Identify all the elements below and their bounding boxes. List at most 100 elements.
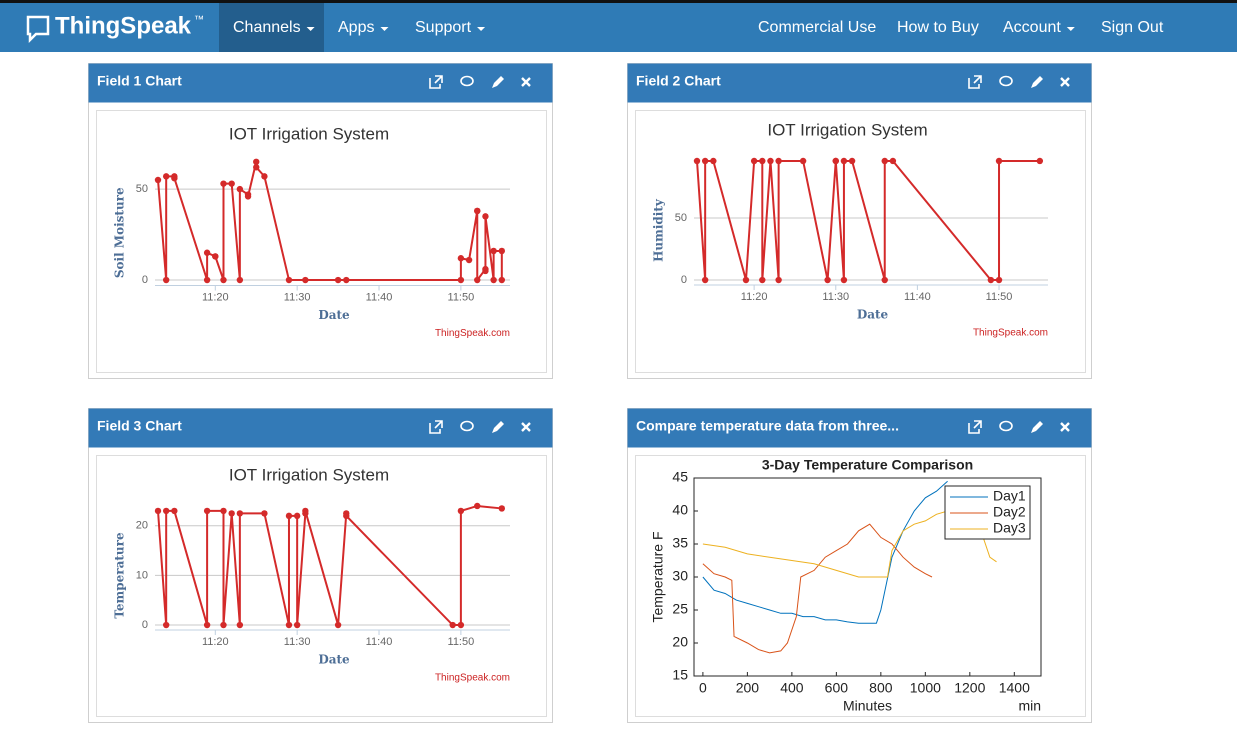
y-axis-label: Soil Moisture (113, 187, 127, 278)
chart-title: IOT Irrigation System (229, 124, 389, 143)
nav-item[interactable]: Account (1003, 19, 1061, 36)
data-point (742, 276, 750, 284)
data-point (220, 507, 227, 515)
open-icon[interactable] (968, 420, 982, 434)
x-axis-label: Date (318, 653, 350, 667)
comment-icon[interactable] (460, 420, 474, 432)
trademark: ™ (194, 15, 204, 26)
data-point (701, 276, 709, 284)
y-axis-label: Temperature (113, 532, 127, 619)
data-point (881, 276, 888, 284)
series-line (157, 504, 502, 627)
nav-item[interactable]: Channels (233, 19, 301, 36)
data-point (1036, 157, 1044, 165)
data-point (474, 207, 481, 215)
data-point (162, 276, 170, 284)
data-point (995, 276, 1003, 284)
y-tick-label: 45 (672, 469, 688, 485)
y-tick-label: 0 (681, 274, 687, 286)
data-point (750, 157, 758, 165)
navbar (0, 3, 1237, 52)
edit-icon[interactable] (1031, 421, 1043, 433)
edit-icon[interactable] (1031, 76, 1043, 88)
data-point (775, 276, 782, 284)
data-point (343, 276, 350, 284)
data-point (228, 510, 235, 517)
credit[interactable]: ThingSpeak.com (435, 328, 510, 339)
data-point (171, 507, 178, 515)
data-point (261, 173, 268, 180)
data-point (343, 512, 350, 520)
data-point (482, 267, 489, 275)
caret (380, 27, 389, 31)
series-line (702, 523, 933, 654)
logo[interactable]: ThingSpeak (55, 12, 192, 39)
edit-icon[interactable] (492, 76, 504, 88)
nav-item[interactable]: Sign Out (1101, 19, 1164, 36)
data-point (334, 276, 342, 284)
comment-icon[interactable] (999, 75, 1013, 87)
data-point (799, 157, 807, 165)
open-icon[interactable] (429, 420, 443, 434)
data-point (490, 247, 497, 255)
data-point (154, 176, 162, 184)
x-tick-label: 11:50 (986, 291, 1013, 303)
comment-icon[interactable] (460, 75, 474, 87)
chart-title: IOT Irrigation System (229, 465, 389, 484)
x-tick-label: 11:40 (366, 291, 393, 303)
x-tick-label: 1000 (910, 680, 941, 696)
caret (1066, 27, 1075, 31)
data-point (261, 510, 268, 517)
close-icon[interactable] (1060, 77, 1070, 87)
close-icon[interactable] (521, 422, 531, 432)
x-axis-label: Minutes (843, 698, 892, 714)
open-icon[interactable] (429, 75, 443, 89)
data-point (236, 510, 244, 517)
series-line (702, 480, 948, 624)
x-tick-label: 11:20 (741, 291, 768, 303)
y-tick-label: 0 (142, 619, 148, 631)
panel-title: Field 3 Chart (97, 418, 182, 434)
close-icon[interactable] (521, 77, 531, 87)
x-tick-label: 0 (699, 680, 707, 696)
data-point (987, 276, 995, 284)
data-point (995, 157, 1003, 165)
credit[interactable]: ThingSpeak.com (435, 673, 510, 684)
close-icon[interactable] (1060, 422, 1070, 432)
data-point (285, 621, 293, 629)
data-point (474, 276, 481, 284)
data-point (498, 276, 506, 284)
x-tick-label: 11:30 (284, 291, 311, 303)
data-point (285, 512, 293, 520)
x-tick-label: 11:40 (366, 636, 393, 648)
nav-item[interactable]: Commercial Use (758, 19, 876, 36)
comment-icon[interactable] (999, 420, 1013, 432)
data-point (775, 157, 782, 165)
data-point (482, 213, 489, 220)
panel-title: Compare temperature data from three... (636, 418, 899, 434)
data-point (302, 507, 309, 515)
y-tick-label: 35 (672, 535, 688, 551)
data-point (457, 507, 465, 515)
x-tick-label: 11:20 (202, 636, 229, 648)
nav-item[interactable]: Support (415, 19, 472, 36)
x-tick-label: 11:30 (284, 636, 311, 648)
data-point (457, 255, 465, 262)
chart-title: IOT Irrigation System (767, 120, 927, 139)
edit-icon[interactable] (492, 421, 504, 433)
data-point (840, 157, 848, 165)
y-tick-label: 30 (672, 568, 688, 584)
data-point (244, 193, 252, 200)
x-tick-label: 600 (825, 680, 849, 696)
credit[interactable]: ThingSpeak.com (973, 328, 1048, 339)
nav-item[interactable]: Apps (338, 19, 374, 36)
data-point (881, 157, 888, 165)
nav-item[interactable]: How to Buy (897, 19, 979, 36)
y-tick-label: 40 (672, 502, 688, 518)
x-tick-label: 11:20 (202, 291, 229, 303)
y-tick-label: 0 (142, 274, 148, 286)
data-point (498, 247, 506, 255)
x-tick-label: 11:30 (822, 291, 849, 303)
open-icon[interactable] (968, 75, 982, 89)
